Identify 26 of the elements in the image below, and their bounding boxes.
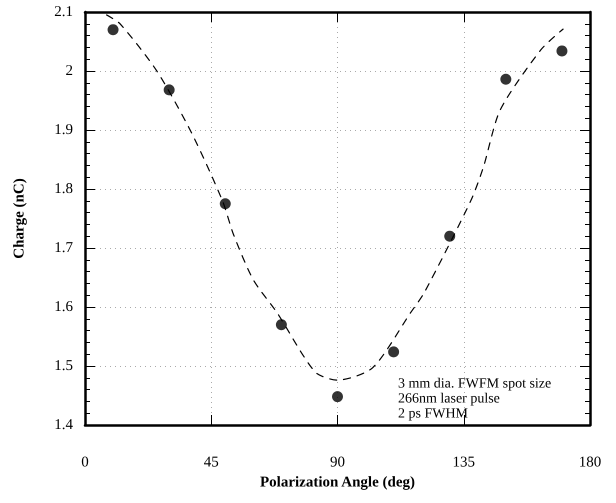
- x-axis-title: Polarization Angle (deg): [260, 474, 415, 490]
- y-tick-label: 1.8: [54, 181, 73, 197]
- annotation: 2 ps FWHM: [398, 406, 469, 422]
- point: [108, 24, 119, 36]
- y-tick-label: 1.9: [54, 122, 73, 138]
- x-tick-label: 180: [578, 454, 602, 470]
- y-tick-label: 2: [66, 63, 73, 79]
- x-tick-label: 135: [452, 454, 475, 470]
- y-tick-label: 1.5: [54, 358, 73, 374]
- x-tick-label: 90: [330, 454, 345, 470]
- point: [388, 346, 400, 358]
- x-tick-label: 0: [81, 454, 89, 470]
- y-axis-title: Charge (nC): [12, 178, 28, 259]
- point: [220, 198, 231, 210]
- point: [500, 74, 512, 85]
- annotation: 266nm laser pulse: [398, 392, 500, 406]
- y-tick-label: 2.1: [54, 4, 73, 20]
- x-tick-label: 45: [204, 454, 219, 470]
- annotation: 3 mm dia. FWFM spot size: [398, 376, 552, 392]
- y-tick-label: 1.7: [54, 240, 74, 256]
- point: [332, 391, 343, 402]
- point: [556, 45, 568, 56]
- y-tick-label: 1.4: [54, 417, 74, 433]
- point: [276, 319, 287, 330]
- y-tick-label: 1.6: [54, 299, 74, 315]
- point: [164, 84, 175, 96]
